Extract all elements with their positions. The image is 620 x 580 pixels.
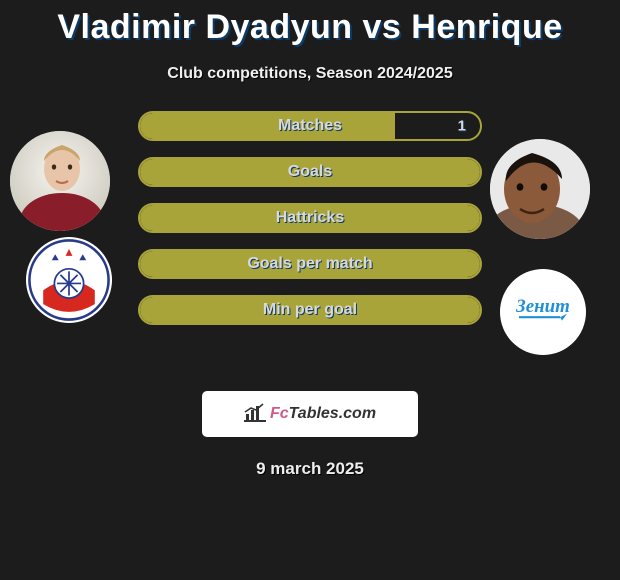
right-player-avatar [490, 139, 590, 239]
brand-text: FcTables.com [270, 405, 376, 423]
svg-text:Зенит: Зенит [515, 296, 570, 317]
chart-icon [244, 402, 266, 427]
stat-pill: Goals [138, 157, 482, 187]
stat-value: 1 [458, 118, 466, 135]
page-subtitle: Club competitions, Season 2024/2025 [0, 65, 620, 83]
comparison-date: 9 march 2025 [0, 459, 620, 479]
left-club-badge [26, 237, 112, 323]
stats-list: Matches1 Goals Hattricks Goals per match Min… [138, 111, 482, 341]
stat-pill: Hattricks [138, 203, 482, 233]
stat-pill: Min per goal [138, 295, 482, 325]
right-club-badge: Зенит [500, 269, 586, 355]
brand-badge[interactable]: FcTables.com [202, 391, 418, 437]
stat-pill: Matches1 [138, 111, 482, 141]
stat-pill: Goals per match [138, 249, 482, 279]
stat-label: Hattricks [140, 209, 480, 227]
comparison-panel: Зенит Matches1 Goals Hattricks Goals per ma… [0, 111, 620, 391]
stat-label: Goals per match [140, 255, 480, 273]
stat-label: Min per goal [140, 301, 480, 319]
stat-label: Goals [140, 163, 480, 181]
page-title: Vladimir Dyadyun vs Henrique [0, 0, 620, 47]
left-player-avatar [10, 131, 110, 231]
stat-label: Matches [140, 117, 480, 135]
